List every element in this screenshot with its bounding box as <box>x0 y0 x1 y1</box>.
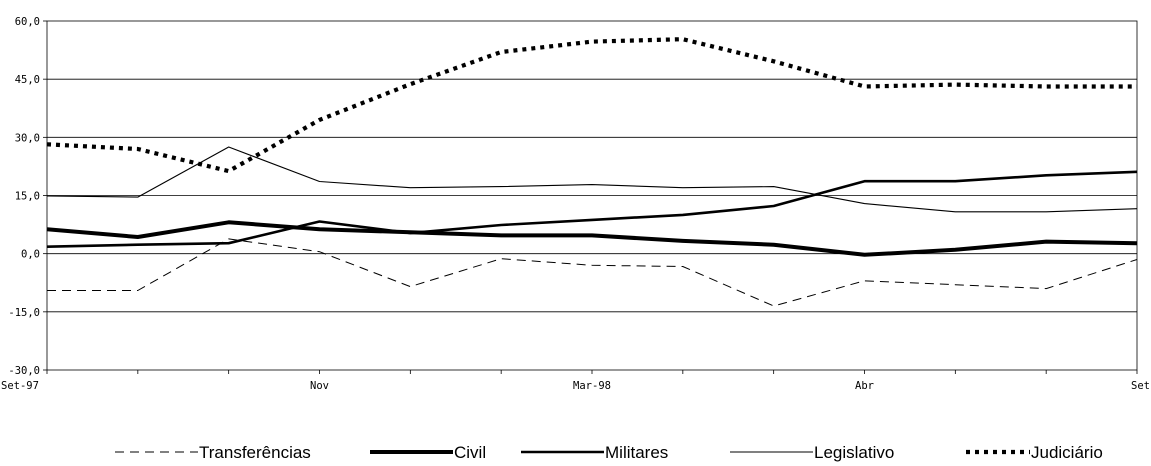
legend-label: Militares <box>605 443 668 462</box>
series-line-1 <box>46 220 1138 257</box>
x-tick-label: Set-97 <box>1 380 39 392</box>
y-tick-label: 30,0 <box>15 132 40 144</box>
y-tick-label: 60,0 <box>15 16 40 28</box>
y-tick-label: -15,0 <box>8 307 40 319</box>
series-lines <box>46 37 1138 307</box>
y-axis: -30,0 -15,0 0,0 15,0 30,0 45,0 60,0 <box>8 16 47 377</box>
y-tick-label: 15,0 <box>15 191 40 203</box>
x-tick-label: Nov <box>310 380 329 392</box>
legend-label: Transferências <box>199 443 311 462</box>
legend-label: Civil <box>454 443 486 462</box>
x-tick-label: Abr <box>855 380 874 392</box>
y-tick-label: -30,0 <box>8 365 40 377</box>
x-axis: Set-97 Nov Mar-98 Abr Set <box>1 370 1150 392</box>
plot-area: -30,0 -15,0 0,0 15,0 30,0 45,0 60,0 Set-97 Nov M… <box>1 16 1150 392</box>
legend-label: Judiciário <box>1031 443 1103 462</box>
series-line-0 <box>47 238 1138 307</box>
x-tick-label: Mar-98 <box>573 380 611 392</box>
legend-label: Legislativo <box>814 443 894 462</box>
y-tick-label: 0,0 <box>21 249 40 261</box>
legend: Transferências Civil Militares Legislativo J… <box>115 443 1103 462</box>
x-tick-label: Set <box>1131 380 1150 392</box>
gridlines <box>47 78 1137 313</box>
y-tick-label: 45,0 <box>15 74 40 86</box>
series-line-3 <box>46 146 1138 213</box>
series-line-2 <box>46 170 1138 248</box>
series-line-4 <box>46 37 1137 174</box>
